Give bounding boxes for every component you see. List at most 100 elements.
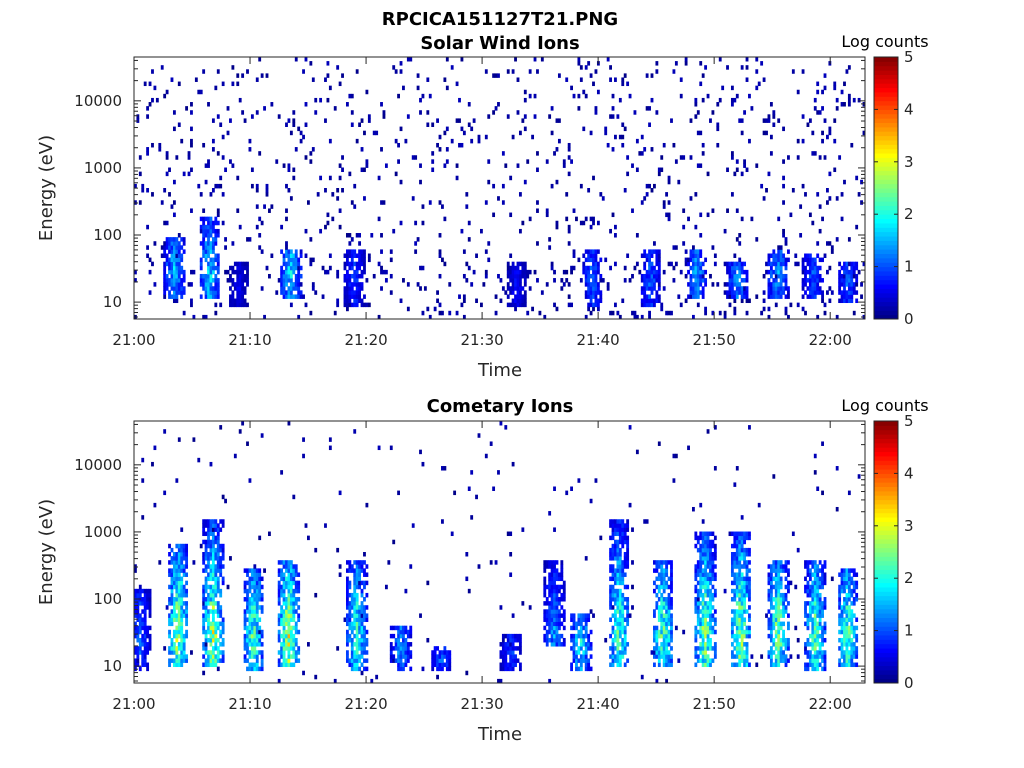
cometary-heatmap-cell <box>631 527 634 532</box>
solar-wind-heatmap-cell <box>826 134 829 140</box>
solar-wind-heatmap-cell <box>643 290 647 295</box>
solar-wind-heatmap-cell <box>843 298 846 304</box>
solar-wind-heatmap-cell <box>355 233 359 238</box>
cometary-heatmap-cell <box>211 531 215 537</box>
solar-wind-heatmap-cell <box>850 261 854 267</box>
cometary-heatmap-cell <box>769 650 773 655</box>
solar-wind-heatmap-cell <box>372 273 376 279</box>
solar-wind-heatmap-cell <box>599 192 603 197</box>
cometary-heatmap-cell <box>253 662 257 668</box>
cometary-heatmap-cell <box>185 560 189 565</box>
cometary-heatmap-cell <box>216 605 220 610</box>
solar-wind-heatmap-cell <box>229 286 232 291</box>
solar-wind-heatmap-cell <box>380 269 383 275</box>
solar-wind-heatmap-cell <box>767 261 771 267</box>
solar-wind-heatmap-cell <box>643 294 647 299</box>
solar-wind-heatmap-cell <box>694 253 698 258</box>
cometary-heatmap-cell <box>553 486 556 491</box>
solar-wind-heatmap-cell <box>808 290 812 295</box>
cometary-heatmap-cell <box>784 654 788 659</box>
solar-wind-heatmap-cell <box>804 290 807 295</box>
solar-wind-heatmap-cell <box>460 228 464 234</box>
solar-wind-heatmap-cell <box>465 192 469 197</box>
solar-wind-heatmap-cell <box>808 212 812 218</box>
cometary-heatmap-cell <box>433 658 437 663</box>
solar-wind-heatmap-cell <box>467 102 471 107</box>
cometary-heatmap-cell <box>143 625 147 631</box>
cometary-heatmap-cell <box>667 592 671 598</box>
solar-wind-heatmap-cell <box>146 224 150 230</box>
cometary-heatmap-cell <box>665 568 669 573</box>
cometary-heatmap-cell <box>289 601 293 606</box>
cometary-heatmap-cell <box>504 662 508 668</box>
cometary-heatmap-cell <box>623 564 627 569</box>
cometary-heatmap-cell <box>730 568 734 573</box>
solar-wind-heatmap-cell <box>216 261 220 267</box>
cometary-heatmap-cell <box>582 637 586 643</box>
solar-wind-heatmap-cell <box>187 151 191 156</box>
solar-wind-heatmap-cell <box>645 302 649 308</box>
cometary-heatmap-cell <box>550 637 554 643</box>
solar-wind-heatmap-cell <box>684 61 688 66</box>
solar-wind-heatmap-cell <box>843 179 846 185</box>
cometary-heatmap-cell <box>207 609 210 614</box>
solar-wind-heatmap-cell <box>163 249 167 254</box>
solar-wind-heatmap-cell <box>633 110 637 115</box>
solar-wind-heatmap-cell <box>755 85 759 91</box>
solar-wind-heatmap-cell <box>209 273 213 279</box>
solar-wind-heatmap-cell <box>577 106 581 111</box>
cometary-heatmap-cell <box>662 642 666 647</box>
solar-wind-heatmap-cell <box>207 163 210 168</box>
cometary-heatmap-cell <box>655 605 659 610</box>
solar-wind-colorbar-segment <box>874 179 898 185</box>
cometary-heatmap-cell <box>550 588 554 594</box>
solar-wind-heatmap-cell <box>811 130 815 136</box>
cometary-heatmap-cell <box>740 556 744 561</box>
solar-wind-heatmap-cell <box>348 93 352 99</box>
solar-wind-heatmap-cell <box>172 126 176 132</box>
cometary-heatmap-cell <box>253 650 257 655</box>
solar-wind-heatmap-cell <box>665 310 669 316</box>
cometary-heatmap-cell <box>260 654 264 659</box>
cometary-heatmap-cell <box>618 539 622 545</box>
solar-wind-heatmap-cell <box>343 286 347 291</box>
solar-wind-heatmap-cell <box>701 294 705 299</box>
cometary-heatmap-cell <box>258 580 262 586</box>
cometary-heatmap-cell <box>397 666 400 672</box>
cometary-heatmap-cell <box>813 576 817 582</box>
cometary-heatmap-cell <box>618 519 622 524</box>
cometary-heatmap-cell <box>484 453 488 459</box>
cometary-heatmap-cell <box>438 654 442 659</box>
cometary-heatmap-cell <box>175 584 179 590</box>
cometary-heatmap-cell <box>211 605 215 610</box>
solar-wind-heatmap-cell <box>287 278 291 283</box>
cometary-heatmap-cell <box>553 625 556 631</box>
cometary-heatmap-cell <box>784 584 788 590</box>
solar-wind-heatmap-cell <box>511 273 515 279</box>
solar-wind-heatmap-cell <box>358 233 362 238</box>
solar-wind-heatmap-cell <box>341 73 344 78</box>
cometary-heatmap-cell <box>499 678 503 684</box>
solar-wind-heatmap-cell <box>492 183 496 189</box>
cometary-heatmap-cell <box>692 506 695 512</box>
cometary-heatmap-cell <box>779 621 783 627</box>
cometary-heatmap-cell <box>177 547 181 553</box>
solar-wind-heatmap-cell <box>689 278 693 283</box>
solar-wind-heatmap-cell <box>553 151 556 156</box>
solar-wind-heatmap-cell <box>745 310 749 316</box>
solar-wind-heatmap-cell <box>336 298 340 304</box>
solar-wind-heatmap-cell <box>168 241 171 246</box>
solar-wind-heatmap-cell <box>499 278 503 283</box>
cometary-heatmap-cell <box>175 552 179 557</box>
cometary-heatmap-cell <box>518 646 522 651</box>
solar-wind-heatmap-cell <box>804 278 807 283</box>
solar-wind-heatmap-cell <box>645 106 649 111</box>
solar-wind-heatmap-cell <box>258 233 262 238</box>
cometary-heatmap-cell <box>224 498 227 504</box>
solar-wind-heatmap-cell <box>163 93 167 99</box>
solar-wind-heatmap-cell <box>594 261 598 267</box>
solar-wind-heatmap-cell <box>808 257 812 263</box>
solar-wind-heatmap-cell <box>726 290 729 295</box>
solar-wind-heatmap-cell <box>828 265 832 271</box>
cometary-heatmap-cell <box>655 625 659 631</box>
